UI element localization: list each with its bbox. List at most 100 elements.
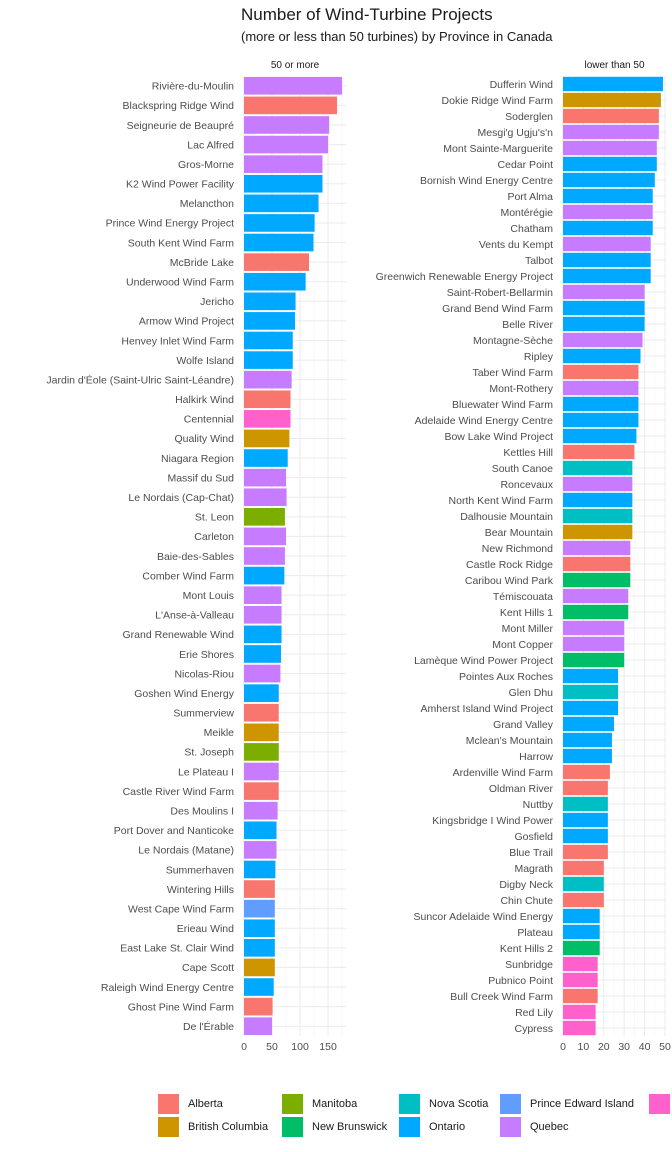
category-label: Mont-Rothery: [489, 383, 553, 395]
bar: [244, 899, 275, 918]
bar: [244, 978, 274, 996]
category-label: Montérégie: [500, 207, 553, 219]
category-label: Cedar Point: [498, 159, 554, 171]
bar: [244, 919, 275, 938]
category-label: Taber Wind Farm: [472, 367, 553, 379]
bar: [563, 124, 659, 140]
category-label: Underwood Wind Farm: [126, 277, 234, 289]
category-label: Le Nordais (Cap-Chat): [128, 492, 234, 504]
bar: [563, 140, 657, 156]
bar: [563, 988, 598, 1004]
category-label: Henvey Inlet Wind Farm: [121, 335, 234, 347]
category-label: Bornish Wind Energy Centre: [420, 175, 553, 187]
bar: [563, 108, 659, 124]
bar: [244, 586, 282, 604]
category-label: Massif du Sud: [167, 472, 234, 484]
bar: [563, 892, 604, 908]
bar: [563, 508, 633, 524]
bar: [244, 547, 285, 565]
bar: [563, 204, 653, 220]
category-label: New Richmond: [482, 543, 553, 555]
category-label: Suncor Adelaide Wind Energy: [414, 911, 554, 923]
category-label: St. Joseph: [184, 747, 234, 759]
category-label: Glen Dhu: [509, 687, 554, 699]
legend-swatch: [399, 1117, 420, 1137]
category-label: Montagne-Sèche: [473, 335, 553, 347]
bar: [563, 828, 608, 844]
bar: [563, 1004, 596, 1020]
bar: [244, 312, 295, 330]
bar: [244, 801, 278, 820]
category-label: South Canoe: [492, 463, 553, 475]
category-label: Ripley: [524, 351, 554, 363]
bar: [244, 880, 275, 898]
category-label: De l'Érable: [183, 1020, 234, 1033]
bar: [563, 284, 645, 300]
bar: [563, 1020, 596, 1036]
legend-item: Manitoba: [282, 1093, 357, 1115]
panel-strip-label: 50 or more: [271, 60, 320, 71]
category-label: Belle River: [502, 319, 553, 331]
bar: [244, 625, 282, 644]
category-label: Jardin d'Éole (Saint-Ulric Saint-Léandre…: [46, 373, 234, 386]
bar: [244, 331, 293, 350]
category-label: Kent Hills 2: [500, 943, 553, 955]
category-label: Digby Neck: [499, 879, 553, 891]
category-label: Sunbridge: [505, 959, 553, 971]
category-label: L'Anse-à-Valleau: [155, 610, 234, 622]
category-label: Mont Copper: [492, 639, 553, 651]
x-tick-label: 30: [618, 1041, 630, 1053]
chart-subtitle: (more or less than 50 turbines) by Provi…: [241, 29, 553, 44]
legend-label: British Columbia: [188, 1121, 269, 1133]
category-label: Oldman River: [489, 783, 554, 795]
category-label: Bow Lake Wind Project: [444, 431, 553, 443]
bar: [244, 116, 330, 134]
category-label: Raleigh Wind Energy Centre: [101, 982, 234, 994]
bar: [563, 188, 653, 204]
bar: [244, 214, 315, 232]
category-label: Erieau Wind: [177, 923, 234, 935]
bar: [563, 716, 614, 732]
category-label: Jericho: [200, 296, 234, 308]
bar: [563, 588, 629, 604]
bar: [244, 370, 292, 389]
bar: [244, 488, 287, 507]
x-tick-label: 40: [639, 1041, 651, 1053]
category-label: Le Plateau I: [178, 766, 234, 778]
bar: [244, 468, 287, 487]
legend-item: Nova Scotia: [399, 1093, 488, 1115]
category-label: Harrow: [519, 751, 553, 763]
bar: [563, 300, 645, 316]
bar: [244, 664, 281, 683]
category-label: Quality Wind: [174, 433, 234, 445]
legend-label: Quebec: [530, 1121, 569, 1133]
bar: [563, 860, 604, 876]
chart-title: Number of Wind-Turbine Projects: [241, 5, 493, 24]
x-tick-label: 0: [560, 1041, 566, 1053]
bar: [563, 972, 598, 988]
bar: [563, 956, 598, 972]
category-label: Centennial: [184, 414, 234, 426]
bar: [563, 524, 633, 540]
category-label: Blue Trail: [509, 847, 553, 859]
legend-swatch: [158, 1094, 179, 1114]
category-label: Kent Hills 1: [500, 607, 553, 619]
bar: [244, 429, 290, 448]
panel-strip-label: lower than 50: [584, 60, 644, 71]
bar: [244, 410, 291, 428]
category-label: Chin Chute: [500, 895, 553, 907]
faceted-bar-chart: 50 or more Rivière-du-Moulin Blackspring R…: [46, 60, 671, 1053]
bar: [244, 997, 273, 1016]
legend-item: New Brunswick: [282, 1116, 387, 1138]
bar: [563, 92, 661, 108]
bar: [244, 841, 277, 859]
bar: [563, 732, 612, 748]
bar: [244, 96, 338, 115]
category-label: Le Nordais (Matane): [138, 845, 234, 857]
bar: [244, 76, 343, 95]
bar: [244, 527, 287, 546]
bar: [563, 668, 619, 684]
bar: [563, 924, 600, 940]
category-label: Saint-Robert-Bellarmin: [447, 287, 553, 299]
category-label: Seigneurie de Beaupré: [127, 120, 235, 132]
